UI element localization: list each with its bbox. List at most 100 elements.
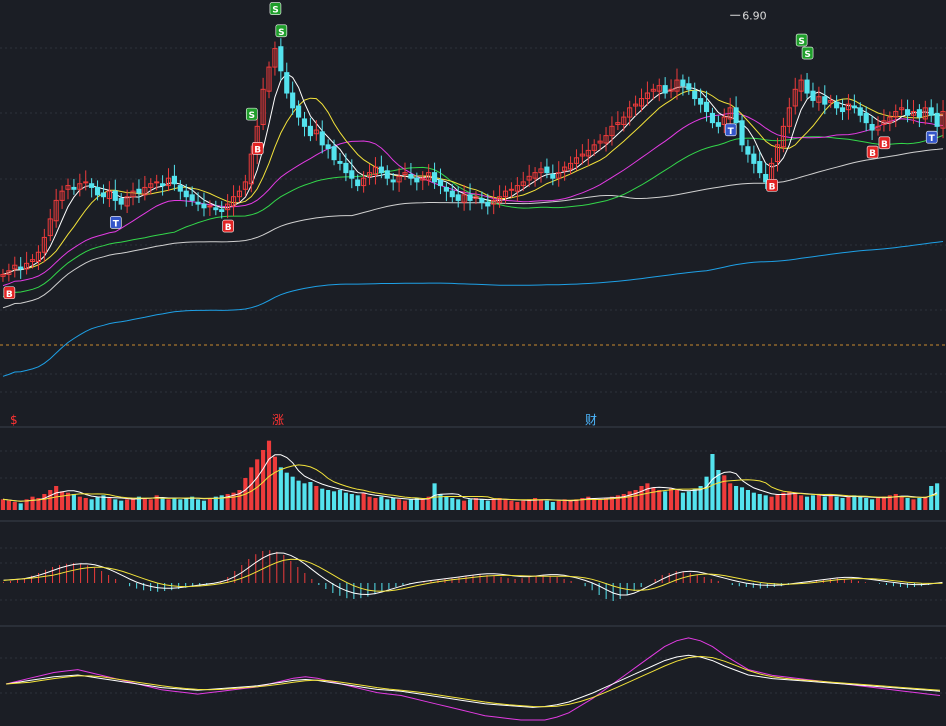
volume-bar: [645, 483, 650, 510]
candle-body: [160, 183, 166, 187]
candle-body: [124, 196, 130, 207]
volume-bar: [580, 498, 585, 510]
candle-body: [899, 107, 905, 111]
volume-bar: [125, 499, 130, 510]
volume-bars: [0, 440, 940, 510]
signal-marker-box: [795, 33, 808, 47]
signal-marker-letter: T: [728, 127, 735, 137]
candle-body: [774, 144, 781, 163]
candle-body: [733, 107, 739, 124]
candle-body: [41, 236, 47, 253]
signal-marker-letter: B: [869, 149, 876, 159]
signal-marker-letter: T: [113, 219, 120, 229]
candle-body: [301, 118, 308, 127]
volume-bar: [278, 467, 283, 510]
volume-bar: [716, 470, 721, 510]
volume-bar: [402, 500, 408, 510]
volume-bar: [935, 483, 940, 510]
candle-body: [18, 266, 24, 270]
volume-bar: [314, 486, 319, 510]
volume-bar: [621, 494, 626, 510]
candle-body: [934, 112, 940, 127]
candle-body: [863, 112, 869, 124]
signal-marker-box: [766, 179, 778, 192]
volume-bar: [562, 499, 567, 510]
candle-body: [650, 88, 656, 92]
volume-bar: [373, 498, 378, 510]
volume-bar: [397, 499, 402, 510]
volume-bar: [473, 498, 479, 510]
volume-bar: [574, 499, 579, 510]
volume-bar: [71, 494, 76, 510]
candle-body: [112, 190, 118, 201]
macd-histogram: [3, 550, 943, 601]
candle-body: [727, 107, 733, 120]
candle-body: [739, 120, 745, 146]
volume-bar: [828, 495, 833, 510]
volume-bar: [887, 495, 892, 510]
candle-body: [467, 194, 473, 201]
candle-body: [248, 153, 254, 185]
candle-body: [798, 79, 804, 92]
volume-bar: [414, 498, 419, 510]
s-signal-marker: S: [269, 2, 282, 16]
candle-body: [414, 177, 420, 183]
volume-bar: [763, 495, 768, 510]
volume-bar: [420, 499, 425, 510]
candle-body: [355, 179, 361, 187]
candle-body: [881, 120, 887, 125]
candle-body: [591, 144, 597, 151]
candle-body: [260, 88, 266, 125]
candle-body: [83, 181, 89, 184]
volume-bar: [639, 486, 644, 510]
s-signal-marker: S: [795, 33, 808, 47]
volume-bar: [923, 496, 928, 510]
candle-body: [272, 48, 278, 68]
candle-body: [940, 111, 946, 129]
volume-bar: [509, 500, 514, 510]
volume-bar: [804, 496, 810, 510]
signal-marker-box: [724, 123, 737, 137]
candle-body: [219, 209, 225, 213]
volume-bar: [444, 496, 449, 510]
volume-bar: [355, 495, 360, 510]
volume-bar: [917, 498, 922, 510]
volume-bar: [692, 488, 697, 510]
signal-marker-box: [275, 24, 288, 38]
b-signal-marker: B: [766, 179, 778, 192]
kdj-lines: [5, 637, 941, 721]
volume-bar: [929, 486, 934, 510]
volume-bar: [462, 500, 467, 510]
candle-body: [426, 172, 432, 181]
volume-bar: [633, 490, 638, 510]
candle-body: [816, 96, 822, 103]
candle-body: [189, 194, 195, 201]
candle-body: [100, 192, 107, 198]
candle-body: [94, 186, 101, 196]
volume-bar: [598, 499, 603, 510]
volume-bar: [438, 494, 443, 510]
volume-bar: [343, 492, 348, 510]
candle-body: [916, 109, 922, 118]
b-signal-marker: B: [251, 142, 264, 155]
candle-body: [745, 146, 751, 155]
candle-body: [887, 116, 893, 124]
volume-bar: [734, 486, 739, 510]
candle-body: [834, 101, 840, 109]
volume-bar: [308, 482, 313, 510]
volume-bar: [65, 492, 71, 510]
candle-body: [296, 105, 302, 118]
volume-bar: [893, 494, 898, 510]
candle-body: [597, 140, 603, 144]
candle-body: [851, 105, 857, 109]
candle-body: [633, 103, 639, 107]
candle-body: [183, 190, 189, 198]
volume-bar: [379, 496, 384, 510]
candle-body: [242, 181, 248, 190]
candle-body: [644, 92, 650, 100]
candle-body: [603, 135, 609, 144]
candle-body: [491, 199, 497, 205]
candle-body: [130, 190, 136, 198]
